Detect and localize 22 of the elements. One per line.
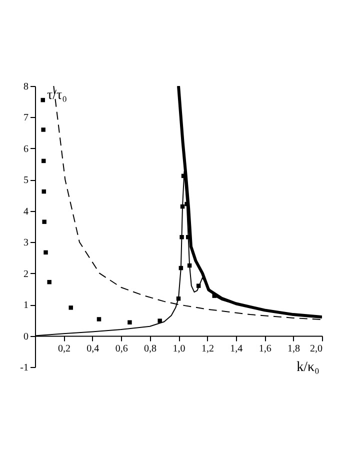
x-tick-label: 1,6 <box>258 343 272 354</box>
x-tick-label: 0,8 <box>144 343 157 354</box>
x-tick-label: 0,2 <box>58 343 70 354</box>
x-tick-label: 0,4 <box>86 343 100 354</box>
y-tick-label: 7 <box>24 112 28 124</box>
x-tick-label: 1,8 <box>288 343 300 354</box>
y-tick-label: 8 <box>24 82 28 92</box>
y-tick-label: 6 <box>24 144 28 155</box>
x-tick-label: 2,0 <box>310 343 322 354</box>
y-tick-label: -1 <box>20 362 28 374</box>
y-tick-label: 4 <box>24 206 28 218</box>
y-axis-title: τ/τ₀ <box>47 88 68 103</box>
x-tick-label: 1,0 <box>172 343 186 354</box>
y-tick-label: 0 <box>24 331 28 342</box>
y-tick-label: 1 <box>24 300 28 312</box>
x-tick-label: 1,4 <box>230 343 243 354</box>
y-tick-label: 2 <box>24 268 28 280</box>
x-tick-label: 1,2 <box>201 343 214 354</box>
x-axis-title: k/κ₀ <box>296 360 320 375</box>
y-tick-label: 5 <box>24 175 28 186</box>
y-tick-label: 3 <box>24 238 28 249</box>
x-tick-label: 0,6 <box>115 343 128 354</box>
